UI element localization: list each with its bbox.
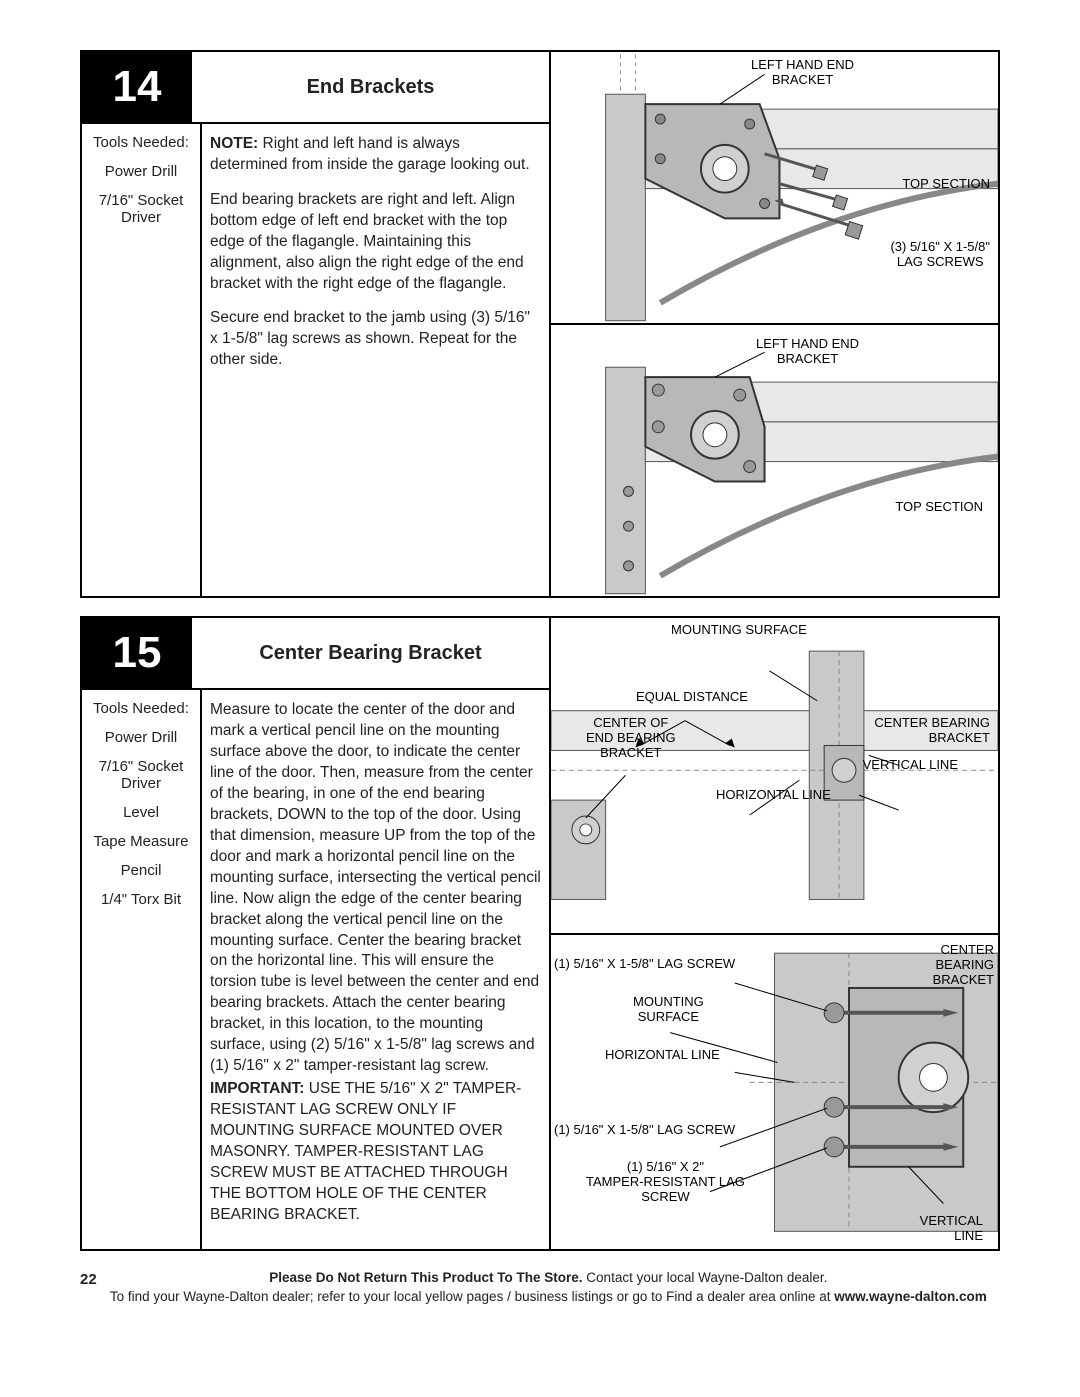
footer-contact: Contact your local Wayne-Dalton dealer. <box>583 1270 828 1285</box>
label-center-end-bracket: CENTER OF END BEARING BRACKET <box>586 716 676 761</box>
label-bracket: LEFT HAND END BRACKET <box>756 337 859 367</box>
step-15-title: Center Bearing Bracket <box>192 618 549 688</box>
tools-heading: Tools Needed: <box>88 700 194 717</box>
important-text: USE THE 5/16" X 2" TAMPER-RESISTANT LAG … <box>210 1080 521 1223</box>
label-equal-distance: EQUAL DISTANCE <box>636 690 748 705</box>
diagram-15a: MOUNTING SURFACE EQUAL DISTANCE CENTER O… <box>551 618 998 933</box>
note-label: NOTE: <box>210 135 258 152</box>
label-lag-screw-1: (1) 5/16" X 1-5/8" LAG SCREW <box>554 957 735 972</box>
step-15-instructions: Measure to locate the center of the door… <box>202 690 549 1249</box>
page-number: 22 <box>80 1269 97 1290</box>
tool-item: 7/16" Socket Driver <box>88 758 194 792</box>
label-horizontal-line: HORIZONTAL LINE <box>716 788 831 803</box>
step-14-instructions: NOTE: Right and left hand is always dete… <box>202 124 549 596</box>
instruction-paragraph: Secure end bracket to the jamb using (3)… <box>210 308 541 371</box>
step-15-body: Tools Needed: Power Drill 7/16" Socket D… <box>82 690 549 1249</box>
step-14-left: 14 End Brackets Tools Needed: Power Dril… <box>82 52 549 596</box>
step-14: 14 End Brackets Tools Needed: Power Dril… <box>80 50 1000 598</box>
instruction-paragraph: Measure to locate the center of the door… <box>210 700 541 1077</box>
page-footer: 22 Please Do Not Return This Product To … <box>80 1269 1000 1307</box>
step-14-number: 14 <box>82 52 192 122</box>
label-horizontal-line: HORIZONTAL LINE <box>605 1048 720 1063</box>
label-lag-screw-2: (1) 5/16" X 1-5/8" LAG SCREW <box>554 1123 735 1138</box>
footer-dealer-info: To find your Wayne-Dalton dealer; refer … <box>110 1289 834 1304</box>
tool-item: Level <box>88 804 194 821</box>
label-mounting-surface: MOUNTING SURFACE <box>633 995 704 1025</box>
note-paragraph: NOTE: Right and left hand is always dete… <box>210 134 541 176</box>
step-15: 15 Center Bearing Bracket Tools Needed: … <box>80 616 1000 1251</box>
tool-item: Tape Measure <box>88 833 194 850</box>
label-vertical-line: VERTICAL LINE <box>920 1214 983 1244</box>
tool-item: 7/16" Socket Driver <box>88 192 194 226</box>
step-14-header: 14 End Brackets <box>82 52 549 124</box>
tool-item: Power Drill <box>88 163 194 180</box>
tool-item: Power Drill <box>88 729 194 746</box>
step-14-tools: Tools Needed: Power Drill 7/16" Socket D… <box>82 124 202 596</box>
step-15-left: 15 Center Bearing Bracket Tools Needed: … <box>82 618 549 1249</box>
instruction-paragraph: End bearing brackets are right and left.… <box>210 190 541 295</box>
step-14-body: Tools Needed: Power Drill 7/16" Socket D… <box>82 124 549 596</box>
label-mounting-surface: MOUNTING SURFACE <box>671 623 807 638</box>
label-screws: (3) 5/16" X 1-5/8" LAG SCREWS <box>890 240 990 270</box>
diagram-14b: LEFT HAND END BRACKET TOP SECTION <box>551 323 998 596</box>
diagram-15a-svg <box>551 618 998 933</box>
note-text: Right and left hand is always determined… <box>210 135 530 173</box>
label-bracket: LEFT HAND END BRACKET <box>751 58 854 88</box>
label-center-bearing-bracket: CENTER BEARING BRACKET <box>874 716 990 746</box>
label-top-section: TOP SECTION <box>902 177 990 192</box>
label-tamper-screw: (1) 5/16" X 2" TAMPER-RESISTANT LAG SCRE… <box>586 1160 745 1205</box>
important-label: IMPORTANT: <box>210 1080 304 1097</box>
step-15-number: 15 <box>82 618 192 688</box>
diagram-14a: LEFT HAND END BRACKET TOP SECTION (3) 5/… <box>551 52 998 323</box>
tools-heading: Tools Needed: <box>88 134 194 151</box>
label-center-bearing-bracket: CENTER BEARING BRACKET <box>933 943 994 988</box>
label-vertical-line: VERTICAL LINE <box>863 758 958 773</box>
footer-url: www.wayne-dalton.com <box>834 1289 987 1304</box>
step-15-header: 15 Center Bearing Bracket <box>82 618 549 690</box>
footer-warning: Please Do Not Return This Product To The… <box>269 1270 582 1285</box>
tool-item: 1/4" Torx Bit <box>88 891 194 908</box>
step-15-diagrams: MOUNTING SURFACE EQUAL DISTANCE CENTER O… <box>549 618 998 1249</box>
step-14-diagrams: LEFT HAND END BRACKET TOP SECTION (3) 5/… <box>549 52 998 596</box>
tool-item: Pencil <box>88 862 194 879</box>
diagram-15b: (1) 5/16" X 1-5/8" LAG SCREW MOUNTING SU… <box>551 933 998 1250</box>
label-top-section: TOP SECTION <box>895 500 983 515</box>
step-15-tools: Tools Needed: Power Drill 7/16" Socket D… <box>82 690 202 1249</box>
important-paragraph: IMPORTANT: USE THE 5/16" X 2" TAMPER-RES… <box>210 1079 541 1225</box>
step-14-title: End Brackets <box>192 52 549 122</box>
